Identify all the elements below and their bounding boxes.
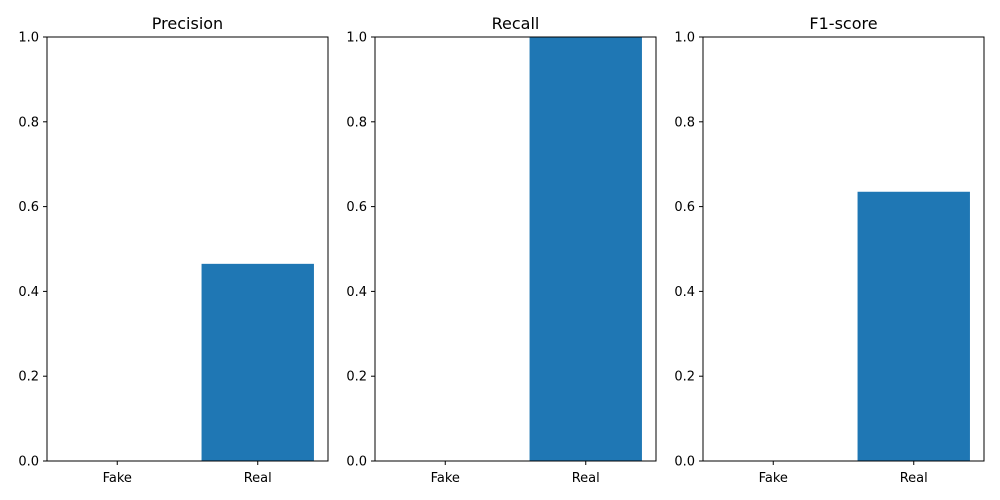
y-tick-label: 0.4: [346, 285, 367, 300]
y-tick-label: 0.0: [674, 455, 695, 470]
bar-real: [857, 191, 970, 461]
y-tick-label: 1.0: [346, 31, 367, 46]
chart-panel-3: Fake Real 0.0 0.2 0.4 0.6 0.8 1.0 F1-score: [674, 14, 985, 486]
chart-title: Precision: [152, 14, 223, 33]
y-tick-label: 0.8: [674, 115, 695, 130]
y-tick-label: 0.6: [346, 200, 367, 215]
chart-panel-2: Fake Real 0.0 0.2 0.4 0.6 0.8 1.0 Recall: [346, 14, 657, 486]
x-tick-label: Real: [900, 471, 928, 486]
y-tick-label: 1.0: [18, 31, 39, 46]
bar-real: [529, 37, 642, 461]
y-tick-label: 0.6: [674, 200, 695, 215]
y-tick-label: 0.2: [346, 370, 367, 385]
chart-panel-1: Fake Real 0.0 0.2 0.4 0.6 0.8 1.0 Precision: [18, 14, 329, 486]
y-tick-label: 0.2: [18, 370, 39, 385]
chart-title: F1-score: [809, 14, 877, 33]
y-tick-label: 0.6: [18, 200, 39, 215]
y-tick-label: 0.0: [18, 455, 39, 470]
y-tick-label: 0.4: [18, 285, 39, 300]
y-tick-label: 0.4: [674, 285, 695, 300]
x-tick-label: Real: [572, 471, 600, 486]
y-tick-label: 0.8: [346, 115, 367, 130]
x-tick-label: Real: [244, 471, 272, 486]
y-tick-label: 1.0: [674, 31, 695, 46]
y-tick-label: 0.2: [674, 370, 695, 385]
axes-frame: [374, 36, 657, 462]
chart-title: Recall: [492, 14, 540, 33]
y-tick-label: 0.0: [346, 455, 367, 470]
x-tick-label: Fake: [431, 471, 460, 486]
x-tick-label: Fake: [103, 471, 132, 486]
y-tick-label: 0.8: [18, 115, 39, 130]
axes-frame: [702, 36, 985, 462]
bar-real: [201, 263, 314, 461]
axes-frame: [46, 36, 329, 462]
x-tick-label: Fake: [759, 471, 788, 486]
